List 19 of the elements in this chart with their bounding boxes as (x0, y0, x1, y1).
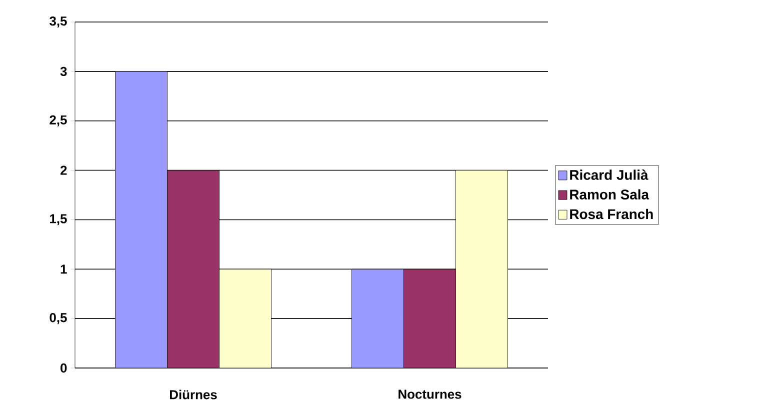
legend-label: Rosa Franch (570, 208, 653, 220)
bar (219, 269, 272, 368)
y-tick-label: 1,5 (50, 214, 67, 226)
bar (167, 170, 220, 368)
x-tick-label: Diürnes (170, 390, 217, 400)
bar (115, 71, 168, 368)
y-tick-label: 3 (60, 66, 67, 76)
y-tick-label: 3,5 (50, 16, 67, 28)
y-tick-label: 0 (60, 363, 67, 373)
y-tick-label: 0,5 (50, 313, 67, 324)
bar (404, 268, 456, 368)
y-tick-label: 1 (60, 264, 67, 274)
bar (456, 170, 508, 368)
legend-label: Ramon Sala (570, 189, 650, 200)
x-tick-label: Nocturnes (398, 390, 462, 399)
legend-label: Ricard Julià (570, 170, 648, 180)
y-tick-label: 2 (60, 166, 67, 175)
y-tick-label: 2,5 (50, 115, 67, 126)
bar (352, 268, 404, 368)
